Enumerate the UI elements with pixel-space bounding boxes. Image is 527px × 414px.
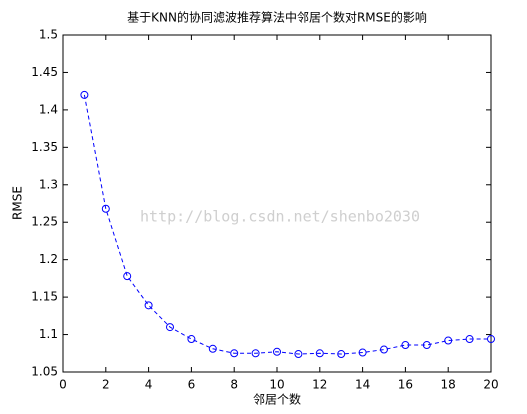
data-point <box>251 349 260 358</box>
y-tick-label: 1.35 <box>31 140 58 154</box>
data-point <box>487 335 495 344</box>
data-point <box>401 341 410 350</box>
x-tick-label: 0 <box>59 378 67 392</box>
watermark: http://blog.csdn.net/shenbo2030 <box>140 208 420 226</box>
x-axis-label: 邻居个数 <box>253 392 301 407</box>
x-tick-label: 16 <box>398 378 413 392</box>
x-tick-label: 8 <box>230 378 238 392</box>
x-tick-label: 6 <box>188 378 196 392</box>
x-tick-label: 2 <box>102 378 110 392</box>
x-tick-label: 20 <box>483 378 498 392</box>
data-point <box>380 345 388 354</box>
y-tick-label: 1.2 <box>39 252 58 266</box>
data-point <box>144 301 153 310</box>
data-point <box>187 335 196 344</box>
x-tick-label: 4 <box>145 378 153 392</box>
data-point <box>208 344 217 353</box>
data-point <box>80 90 89 99</box>
y-axis-label: RMSE <box>11 186 25 220</box>
data-point <box>101 204 110 213</box>
data-point <box>273 347 281 356</box>
data-point <box>230 349 239 358</box>
y-tick-label: 1.5 <box>39 28 58 42</box>
x-tick-label: 10 <box>269 378 284 392</box>
data-point <box>337 350 346 359</box>
x-tick-label: 14 <box>355 378 370 392</box>
data-point <box>294 350 303 359</box>
data-point <box>465 335 474 344</box>
data-point <box>358 348 367 357</box>
data-point <box>444 336 453 345</box>
y-tick-label: 1.15 <box>31 290 58 304</box>
x-tick-label: 18 <box>441 378 456 392</box>
chart-title: 基于KNN的协同滤波推荐算法中邻居个数对RMSE的影响 <box>127 10 427 25</box>
y-tick-label: 1.4 <box>39 102 58 116</box>
data-point <box>422 341 431 350</box>
y-tick-label: 1.45 <box>31 65 58 79</box>
data-point <box>123 272 132 281</box>
y-tick-label: 1.05 <box>31 365 58 379</box>
y-tick-label: 1.1 <box>39 327 58 341</box>
y-tick-label: 1.3 <box>39 177 58 191</box>
x-tick-label: 12 <box>312 378 327 392</box>
data-point <box>315 349 324 358</box>
y-tick-label: 1.25 <box>31 215 58 229</box>
data-point <box>166 323 174 332</box>
